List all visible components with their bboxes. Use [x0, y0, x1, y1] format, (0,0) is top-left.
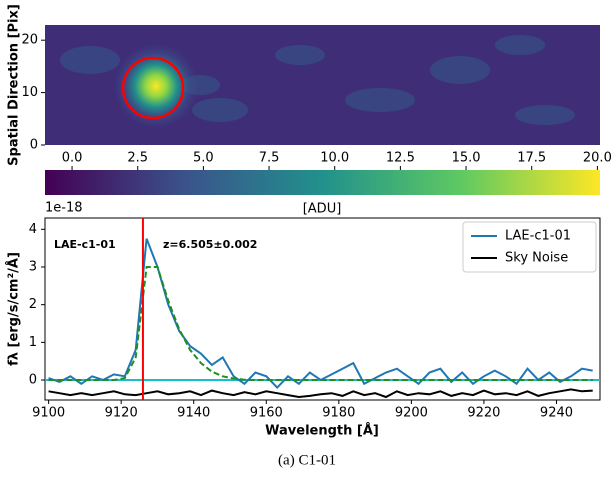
image-panel: [45, 25, 600, 145]
y-tick-label: 1: [29, 335, 37, 350]
offset-text: 1e-18: [45, 201, 83, 216]
x-tick-label: 9140: [177, 406, 210, 421]
y-tick-label: 3: [29, 259, 37, 274]
image-y-label: Spatial Direction [Pix]: [7, 4, 22, 166]
x-tick-label: 9100: [32, 406, 65, 421]
x-tick-label: 9240: [540, 406, 573, 421]
colorbar-tick-label: 17.5: [517, 151, 546, 166]
legend-label: LAE-c1-01: [505, 229, 571, 244]
caption: (a) C1-01: [278, 452, 336, 468]
colorbar-tick-label: 20.0: [583, 151, 612, 166]
legend-label: Sky Noise: [505, 251, 568, 266]
colorbar-tick-label: 12.5: [386, 151, 415, 166]
colorbar-label: [ADU]: [303, 202, 342, 217]
series-line: [49, 389, 593, 397]
y-tick-label: 2: [29, 297, 37, 312]
colorbar-tick-label: 5.0: [193, 151, 214, 166]
y-tick-label: 4: [29, 222, 37, 237]
y-tick-label: 20: [21, 33, 38, 48]
colorbar-tick-label: 2.5: [127, 151, 148, 166]
colorbar: [45, 170, 600, 195]
colorbar-tick-label: 0.0: [62, 151, 83, 166]
x-tick-label: 9180: [322, 406, 355, 421]
x-tick-label: 9160: [250, 406, 283, 421]
colorbar-tick-label: 7.5: [259, 151, 280, 166]
source-blob: [114, 44, 198, 128]
y-tick-label: 10: [21, 85, 38, 100]
colorbar-tick-label: 10.0: [320, 151, 349, 166]
y-tick-label: 0: [29, 373, 37, 388]
annotation: z=6.505±0.002: [163, 238, 257, 251]
y-axis-label: fλ [erg/s/cm²/Å]: [6, 252, 22, 366]
x-tick-label: 9120: [105, 406, 138, 421]
y-tick-label: 0: [30, 138, 38, 153]
figure: Spatial Direction [Pix] [ADU] 1e-18 LAE-…: [0, 0, 614, 474]
colorbar-tick-label: 15.0: [452, 151, 481, 166]
annotation: LAE-c1-01: [54, 238, 116, 251]
x-tick-label: 9220: [467, 406, 500, 421]
x-tick-label: 9200: [395, 406, 428, 421]
x-axis-label: Wavelength [Å]: [265, 423, 379, 439]
